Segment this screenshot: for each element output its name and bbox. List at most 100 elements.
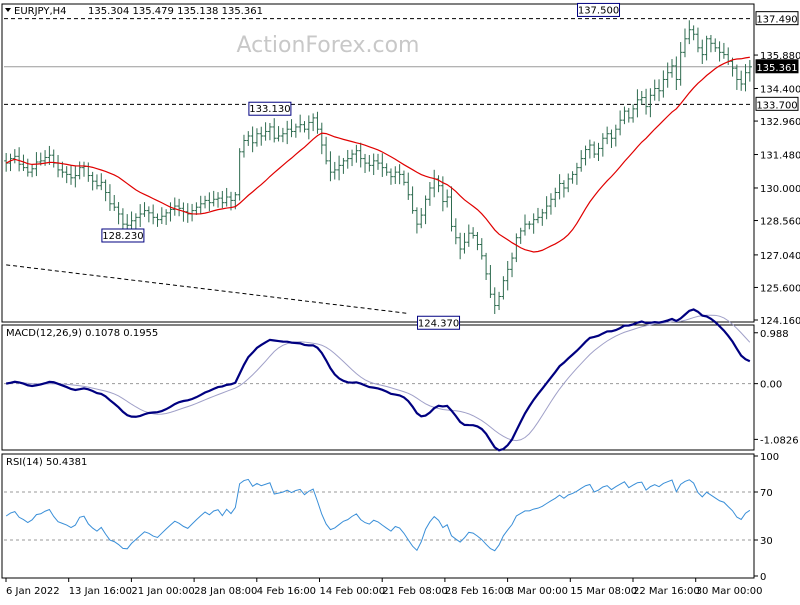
ohlc-bar [319,122,324,155]
ohlc-bar [674,56,679,91]
macd-y-tick-label: 0.988 [760,329,789,340]
ohlc-bar [172,197,177,216]
ohlc-bar [648,88,653,118]
ohlc-bar [570,171,575,184]
ohlc-bar [583,145,588,166]
dropdown-triangle-icon[interactable] [5,8,11,12]
x-tick-label: 21 Jan 00:00 [131,586,194,597]
ohlc-bar [151,204,156,225]
ohlc-bar [479,238,484,260]
ohlc-bar [103,179,108,202]
ohlc-bar [133,213,138,230]
annotation-label: 133.130 [249,104,290,115]
ohlc-bar [635,89,640,118]
ohlc-bar [695,27,700,53]
x-tick-label: 21 Feb 08:00 [382,586,448,597]
rsi-layer [4,478,752,552]
ohlc-bar [592,141,597,158]
level-tag-label: 137.490 [756,15,797,26]
ohlc-bar [211,190,216,207]
ohlc-bar [367,155,372,172]
ohlc-bar [289,119,294,138]
ohlc-bar [263,122,268,141]
ohlc-bar [393,166,398,184]
ohlc-bar [259,126,264,146]
macd-signal-line [6,314,751,442]
ohlc-bar [704,35,709,61]
ohlc-bar [574,162,579,185]
ohlc-bar [73,165,78,188]
ohlc-bar [406,172,411,200]
ohlc-bar [587,139,592,159]
ohlc-bar [557,174,562,200]
ohlc-bar [116,202,121,225]
x-tick-label: 14 Feb 00:00 [320,586,386,597]
ohlc-bar [510,252,515,278]
ohlc-bar [505,260,510,291]
ohlc-bar [501,276,506,300]
ohlc-readout: 135.304 135.479 135.138 135.361 [88,6,263,17]
ohlc-bar [618,110,623,136]
ohlc-bar [198,195,203,215]
level-tag [755,96,799,111]
ohlc-bar [90,171,95,191]
ohlc-bar [743,64,748,92]
ohlc-bar [423,195,428,225]
ohlc-bar [700,39,705,64]
ohlc-bar [77,161,82,180]
ohlc-bar [708,34,713,53]
ohlc-bar [64,166,69,184]
y-tick-label: 124.160 [760,316,800,327]
ohlc-bar [350,149,355,167]
ohlc-bar [661,70,666,98]
ohlc-bar [138,204,143,227]
ohlc-bar [332,161,337,180]
ohlc-bar [146,206,151,223]
ohlc-bar [631,104,636,123]
ohlc-bar [21,154,26,171]
ohlc-bar [397,164,402,185]
ohlc-bar [384,163,389,176]
ohlc-bar [60,161,65,178]
x-tick-label: 8 Mar 00:00 [508,586,568,597]
ohlc-bar [605,126,610,145]
ohlc-bar [246,131,251,146]
ohlc-bar [280,127,285,143]
y-tick-label: 125.600 [760,283,800,294]
ohlc-bar [566,173,571,193]
ohlc-bar [107,184,112,211]
y-tick-label: 127.040 [760,251,800,262]
y-tick-label: 134.400 [760,85,800,96]
x-tick-label: 30 Mar 00:00 [696,586,763,597]
x-tick-label: 28 Jan 08:00 [194,586,257,597]
ohlc-bar [613,124,618,147]
level-tag [755,11,799,26]
axis-layer: 124.160 125.600 127.040 128.560 130.000 131.4… [5,11,800,597]
rsi-line [5,478,751,552]
ohlc-bar [129,211,134,231]
ohlc-bar [285,120,290,145]
ohlc-bar [626,107,631,123]
macd-line [5,308,751,452]
chart-header: EURJPY,H4 135.304 135.479 135.138 135.36… [5,6,263,17]
ohlc-bar [687,20,692,45]
ohlc-bar [518,227,523,244]
ohlc-bar [548,193,553,215]
rsi-y-tick-label: 70 [760,488,773,499]
ohlc-bar [306,115,311,140]
ohlc-bar [523,214,528,236]
moving-average-line [5,56,750,253]
y-tick-label: 132.960 [760,117,800,128]
watermark: ActionForex.com [237,33,420,58]
ohlc-bar [462,232,467,254]
ohlc-bar [453,218,458,245]
ohlc-bar [302,121,307,133]
ohlc-bar [207,192,212,212]
ohlc-bar [25,158,30,177]
ohlc-bar [657,79,662,102]
ohlc-bar [449,186,454,232]
macd-y-tick-label: 0.00 [760,380,782,391]
main-layer: 128.230 133.130 124.370 137.500 [4,2,752,330]
